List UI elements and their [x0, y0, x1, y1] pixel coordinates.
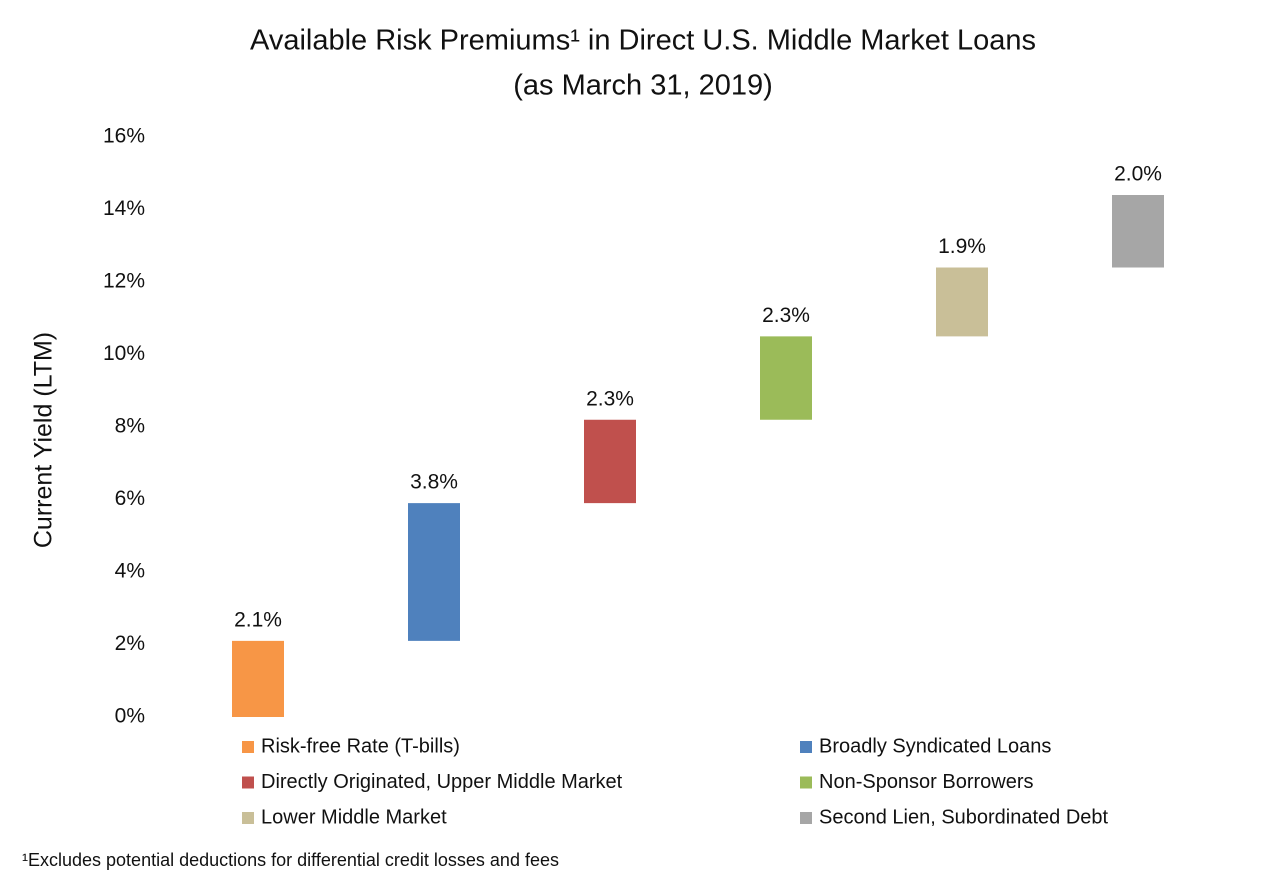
legend-swatch: [800, 741, 812, 753]
legend-label: Broadly Syndicated Loans: [819, 735, 1051, 757]
bar: [232, 640, 284, 717]
legend-swatch: [242, 776, 254, 789]
bar: [584, 419, 636, 504]
bar: [408, 503, 460, 641]
legend-label: Directly Originated, Upper Middle Market: [261, 771, 623, 793]
y-tick-label: 8%: [115, 415, 145, 438]
legend-label: Second Lien, Subordinated Debt: [819, 806, 1109, 828]
legend-swatch: [242, 812, 254, 824]
legend-label: Risk-free Rate (T-bills): [261, 735, 460, 757]
legend-label: Non-Sponsor Borrowers: [819, 771, 1034, 793]
y-tick-label: 16%: [103, 125, 145, 148]
bar: [1112, 195, 1164, 268]
data-label: 2.0%: [1114, 163, 1162, 186]
y-tick-label: 4%: [115, 560, 145, 583]
bar: [760, 336, 812, 420]
chart-subtitle: (as March 31, 2019): [513, 70, 773, 102]
y-axis-title: Current Yield (LTM): [30, 332, 58, 548]
chart-title: Available Risk Premiums¹ in Direct U.S. …: [250, 25, 1036, 57]
y-tick-label: 12%: [103, 270, 145, 293]
footnote: ¹Excludes potential deductions for diffe…: [22, 850, 559, 870]
y-tick-label: 10%: [103, 342, 145, 365]
data-label: 1.9%: [938, 235, 986, 258]
y-tick-label: 14%: [103, 197, 145, 220]
bar: [936, 267, 988, 337]
legend-swatch: [242, 741, 254, 753]
data-label: 3.8%: [410, 471, 458, 494]
legend-label: Lower Middle Market: [261, 806, 447, 828]
data-label: 2.3%: [762, 304, 810, 327]
data-label: 2.3%: [586, 387, 634, 410]
data-label: 2.1%: [234, 608, 282, 631]
legend-swatch: [800, 776, 812, 789]
y-tick-label: 6%: [115, 487, 145, 510]
y-tick-label: 0%: [115, 705, 145, 728]
legend-swatch: [800, 812, 812, 824]
y-tick-label: 2%: [115, 632, 145, 655]
